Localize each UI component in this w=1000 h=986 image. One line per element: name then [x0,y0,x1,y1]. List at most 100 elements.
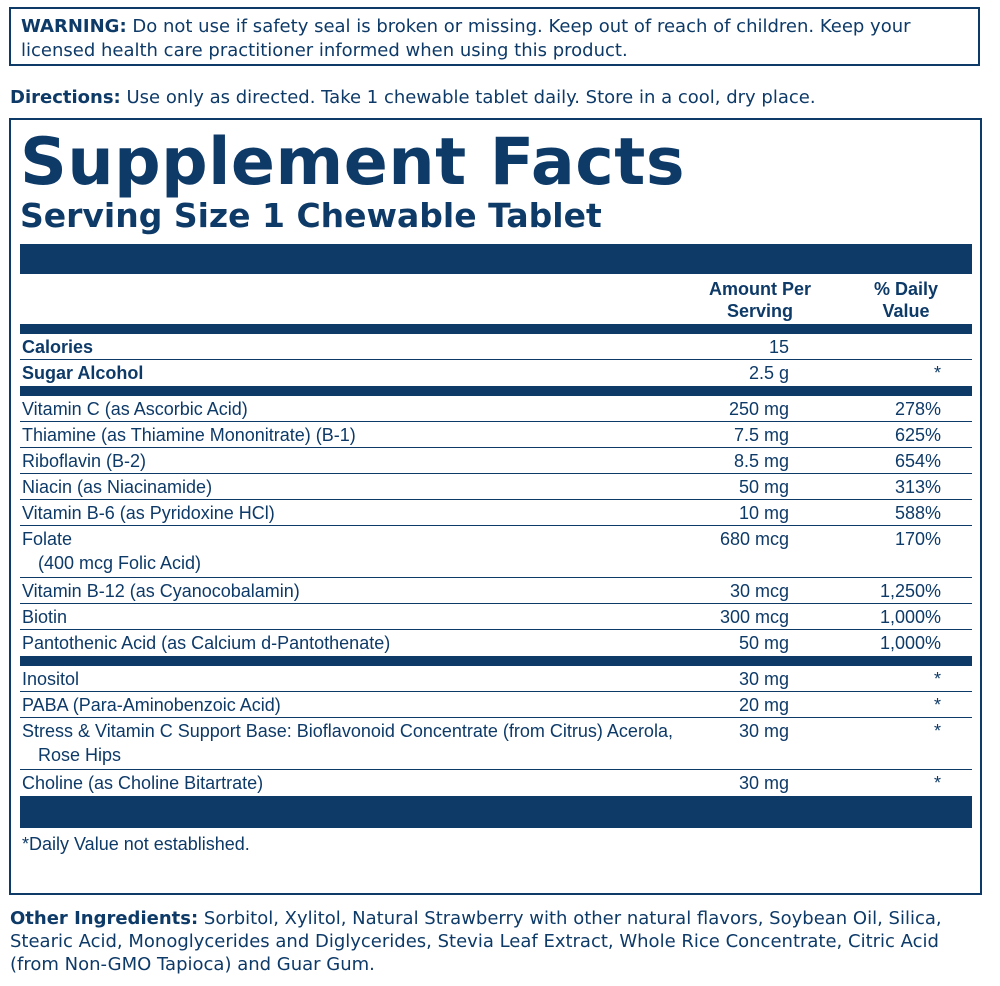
nutrient-daily-value: 170% [894,529,941,549]
warning-label: WARNING: [21,16,127,37]
facts-title: Supplement Facts [20,125,686,200]
nutrient-row: Thiamine (as Thiamine Mononitrate) (B-1)… [20,422,972,448]
nutrient-name-text: Riboflavin (B-2) [22,451,147,471]
nutrient-amount: 10 mg [738,503,789,523]
dv-header-line2: Value [882,301,930,321]
nutrient-name-text: Biotin [22,607,68,627]
nutrient-name-text: Stress & Vitamin C Support Base: Bioflav… [22,721,673,741]
nutrient-daily-value: * [933,721,941,741]
column-headers: Amount Per Serving % Daily Value [20,274,972,324]
divider-thick [20,244,972,274]
nutrient-row: Vitamin B-6 (as Pyridoxine HCl) 10 mg 588% [20,500,972,526]
nutrient-daily-value: * [933,363,941,383]
nutrient-name-text: Thiamine (as Thiamine Mononitrate) (B-1) [22,425,356,445]
nutrient-row: PABA (Para-Aminobenzoic Acid) 20 mg * [20,692,972,718]
nutrient-daily-value: * [933,669,941,689]
divider-bottom [20,796,972,828]
nutrient-group-calories: Calories 15 Sugar Alcohol 2.5 g * [20,334,972,386]
other-ingredients-label: Other Ingredients: [10,908,199,929]
serving-size: Serving Size 1 Chewable Tablet [20,196,602,235]
nutrient-row: Vitamin C (as Ascorbic Acid) 250 mg 278% [20,396,972,422]
divider-medium [20,324,972,334]
daily-value-header: % Daily Value [860,278,952,322]
other-ingredients: Other Ingredients: Sorbitol, Xylitol, Na… [10,907,985,976]
footnote: *Daily Value not established. [22,834,250,854]
nutrient-daily-value: 588% [894,503,941,523]
warning-box: WARNING: Do not use if safety seal is br… [9,7,980,66]
amount-header-line1: Amount Per [708,279,811,299]
nutrient-row: Vitamin B-12 (as Cyanocobalamin) 30 mcg 1,… [20,578,972,604]
nutrient-name-text: Folate [22,529,73,549]
nutrient-name: Calories [22,335,682,359]
nutrient-row: Inositol 30 mg * [20,666,972,692]
nutrient-daily-value: 313% [894,477,941,497]
nutrient-daily-value: 654% [894,451,941,471]
nutrient-amount: 2.5 g [748,363,789,383]
nutrient-row: Calories 15 [20,334,972,360]
nutrient-name: Riboflavin (B-2) [22,449,682,473]
amount-header-line2: Serving [726,301,794,321]
nutrient-group-vitamins: Vitamin C (as Ascorbic Acid) 250 mg 278% Th… [20,396,972,656]
nutrient-name-text: Sugar Alcohol [22,363,144,383]
nutrient-name: PABA (Para-Aminobenzoic Acid) [22,693,682,717]
nutrient-row: Niacin (as Niacinamide) 50 mg 313% [20,474,972,500]
other-ingredients-text: Sorbitol, Xylitol, Natural Strawberry wi… [10,908,942,975]
nutrient-daily-value: 278% [894,399,941,419]
nutrient-name: Thiamine (as Thiamine Mononitrate) (B-1) [22,423,682,447]
nutrient-name: Sugar Alcohol [22,361,682,385]
nutrient-row: Sugar Alcohol 2.5 g * [20,360,972,386]
nutrient-name-text: Calories [22,337,94,357]
nutrient-name-text: PABA (Para-Aminobenzoic Acid) [22,695,281,715]
nutrient-row: Pantothenic Acid (as Calcium d-Pantothen… [20,630,972,656]
nutrient-name: Biotin [22,605,682,629]
nutrient-name: Pantothenic Acid (as Calcium d-Pantothen… [22,631,682,655]
nutrient-name: Folate (400 mcg Folic Acid) [22,527,682,575]
nutrient-daily-value: 1,000% [879,607,941,627]
nutrient-name-text: Vitamin B-6 (as Pyridoxine HCl) [22,503,275,523]
nutrient-name-sub: Rose Hips [38,745,122,765]
warning-text: Do not use if safety seal is broken or m… [21,16,911,61]
nutrient-name-text: Inositol [22,669,80,689]
directions-text: Use only as directed. Take 1 chewable ta… [126,87,816,108]
supplement-facts-panel: Supplement Facts Serving Size 1 Chewable… [9,118,982,895]
nutrient-name-text: Niacin (as Niacinamide) [22,477,213,497]
nutrient-name: Inositol [22,667,682,691]
nutrient-daily-value: 1,250% [879,581,941,601]
nutrient-amount: 30 mg [738,773,789,793]
amount-per-serving-header: Amount Per Serving [702,278,818,322]
nutrient-row: Stress & Vitamin C Support Base: Bioflav… [20,718,972,770]
nutrient-name-text: Pantothenic Acid (as Calcium d-Pantothen… [22,633,391,653]
nutrient-amount: 50 mg [738,633,789,653]
nutrient-amount: 7.5 mg [733,425,789,445]
nutrient-name-text: Vitamin B-12 (as Cyanocobalamin) [22,581,300,601]
nutrient-daily-value: * [933,773,941,793]
nutrient-name: Vitamin C (as Ascorbic Acid) [22,397,682,421]
nutrient-amount: 15 [768,337,789,357]
directions: Directions: Use only as directed. Take 1… [10,86,990,110]
nutrient-amount: 50 mg [738,477,789,497]
nutrient-amount: 20 mg [738,695,789,715]
nutrient-amount: 30 mg [738,721,789,741]
nutrient-name: Stress & Vitamin C Support Base: Bioflav… [22,719,682,767]
nutrient-name: Choline (as Choline Bitartrate) [22,771,682,795]
nutrient-name-sub: (400 mcg Folic Acid) [38,553,202,573]
nutrient-name-text: Vitamin C (as Ascorbic Acid) [22,399,248,419]
nutrient-amount: 30 mcg [729,581,789,601]
nutrient-name: Vitamin B-6 (as Pyridoxine HCl) [22,501,682,525]
dv-header-line1: % Daily [873,279,939,299]
nutrient-amount: 680 mcg [719,529,789,549]
nutrient-row: Choline (as Choline Bitartrate) 30 mg * [20,770,972,796]
nutrient-row: Biotin 300 mcg 1,000% [20,604,972,630]
nutrient-name-text: Choline (as Choline Bitartrate) [22,773,264,793]
nutrient-name: Niacin (as Niacinamide) [22,475,682,499]
divider-medium [20,656,972,666]
nutrient-row: Riboflavin (B-2) 8.5 mg 654% [20,448,972,474]
nutrient-daily-value: 1,000% [879,633,941,653]
nutrient-daily-value: 625% [894,425,941,445]
nutrient-row: Folate (400 mcg Folic Acid) 680 mcg 170% [20,526,972,578]
nutrient-group-other: Inositol 30 mg * PABA (Para-Aminobenzoic Ac… [20,666,972,796]
nutrient-amount: 300 mcg [719,607,789,627]
nutrient-name: Vitamin B-12 (as Cyanocobalamin) [22,579,682,603]
directions-label: Directions: [10,87,121,108]
nutrient-amount: 30 mg [738,669,789,689]
